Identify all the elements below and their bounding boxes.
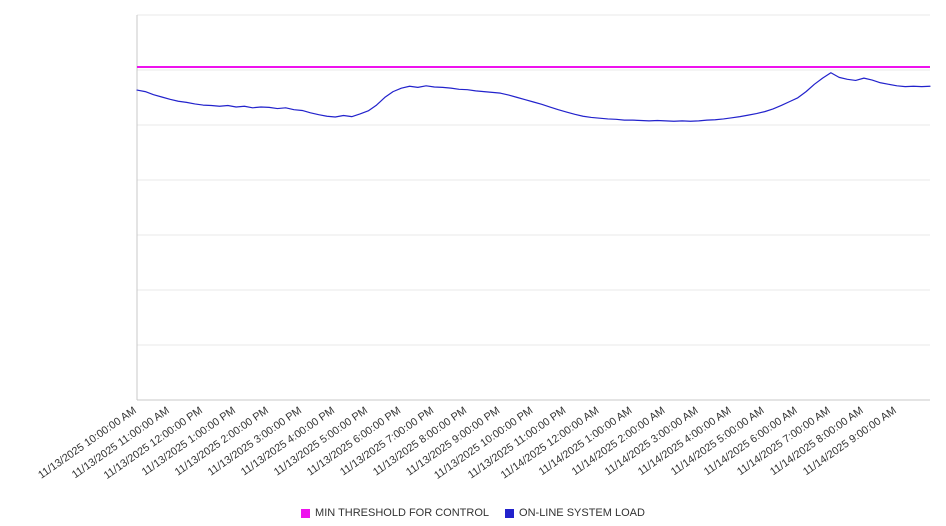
legend-item-threshold[interactable]: MIN THRESHOLD FOR CONTROL	[301, 507, 489, 519]
legend-label-threshold: MIN THRESHOLD FOR CONTROL	[315, 507, 490, 519]
threshold-swatch-icon	[301, 508, 311, 518]
chart-legend: MIN THRESHOLD FOR CONTROL ON-LINE SYSTEM…	[0, 507, 946, 519]
load-swatch-icon	[505, 508, 515, 518]
load-series-line	[136, 72, 931, 122]
legend-item-load[interactable]: ON-LINE SYSTEM LOAD	[505, 507, 645, 519]
legend-label-load: ON-LINE SYSTEM LOAD	[519, 507, 645, 519]
